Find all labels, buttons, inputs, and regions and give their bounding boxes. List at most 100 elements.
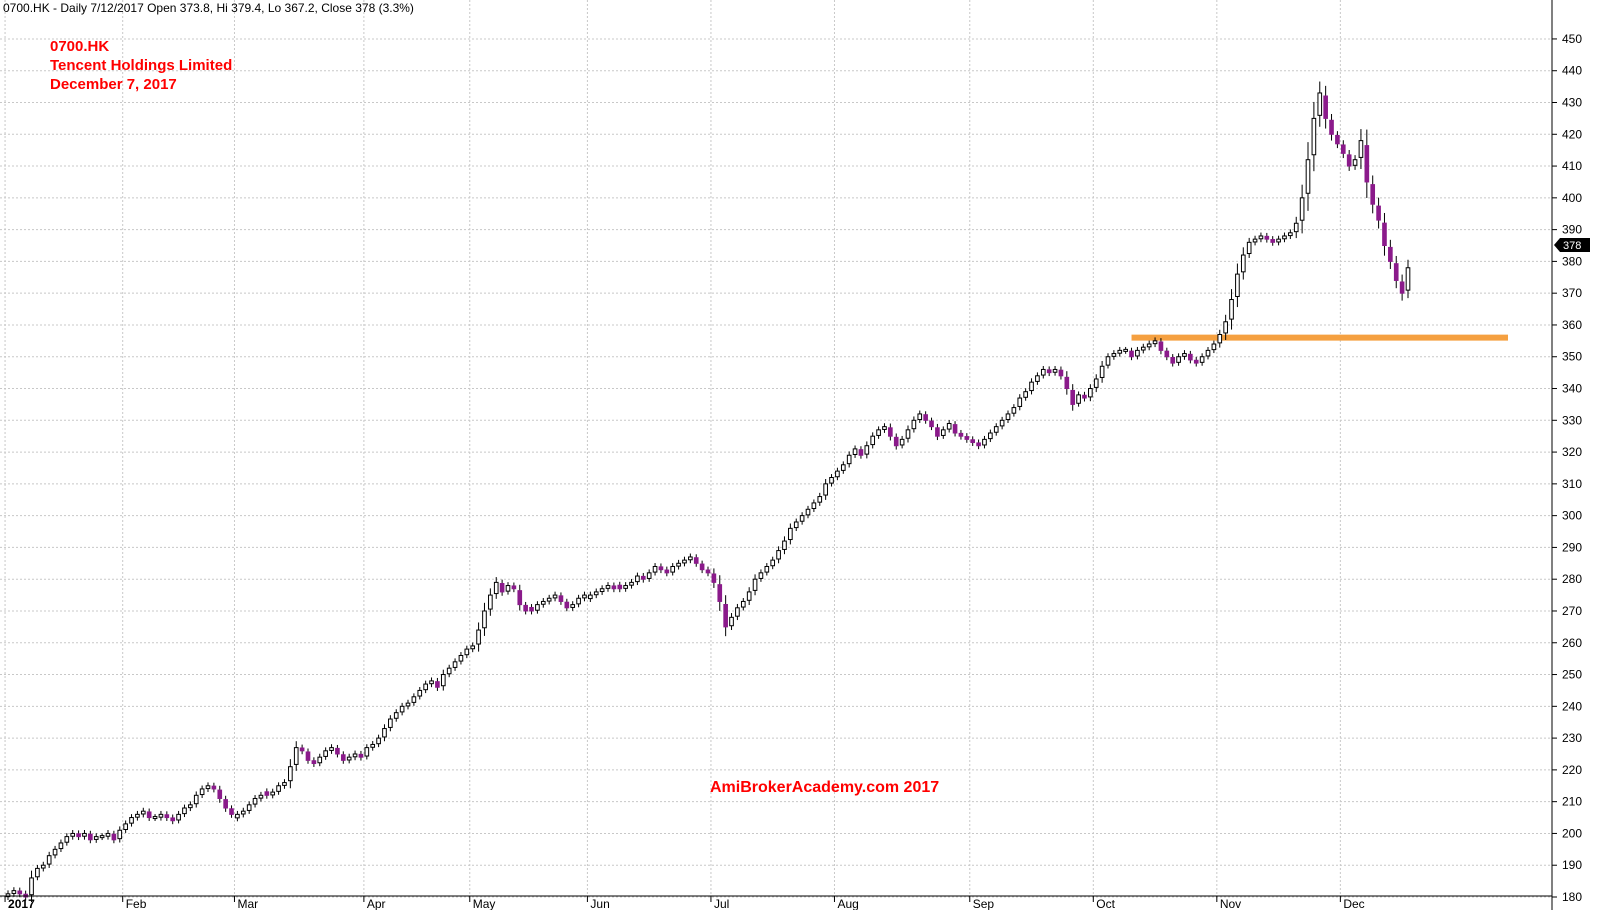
candle-body-down [888,427,893,437]
candle [976,439,981,450]
candle-body-up [476,629,481,645]
candle [93,833,99,843]
candle [1288,229,1293,240]
candle-body-up [752,578,758,591]
candle [146,808,152,821]
candle [823,478,828,500]
candle [1229,289,1234,330]
candle-body-down [893,436,899,447]
candle [1223,314,1228,340]
candle-body-up [823,483,828,496]
candle-body-up [1305,159,1311,194]
candle-body-down [1193,359,1199,364]
candle [629,578,634,589]
candle-body-up [593,591,599,596]
candle-body-up [364,747,370,757]
candle [882,423,887,433]
candle [723,595,728,637]
candle-body-up [93,836,99,840]
candle [770,556,776,570]
candle-body-down [511,585,517,590]
candle-body-up [288,766,293,782]
candle [470,642,476,653]
candle-body-down [340,754,346,761]
candle-body-up [123,823,128,830]
candle-body-up [840,464,846,471]
price-tick-label: 330 [1562,413,1582,427]
candle-body-down [1170,357,1176,364]
candle-body-down [1264,235,1270,240]
candle-body-up [676,562,681,567]
candle-body-down [1188,353,1193,361]
candle [270,788,276,799]
candle [576,594,581,608]
candle [117,826,123,843]
price-tick-label: 360 [1562,318,1582,332]
candle [505,582,511,595]
candle [488,588,493,616]
candle-body-up [29,877,34,896]
candle-body-up [82,832,87,837]
candle-body-up [788,527,793,541]
candle [1046,366,1052,377]
candle-body-up [746,591,752,601]
candle [811,499,817,512]
candle-body-down [146,811,152,819]
candle [1382,212,1387,256]
candle [758,569,764,582]
candle [35,864,40,881]
candle-body-up [1017,397,1023,407]
candle-body-up [940,429,946,436]
candle-body-down [1064,376,1070,390]
price-tick-label: 280 [1562,572,1582,586]
candle [199,785,205,798]
candle-body-up [11,890,17,894]
candle-body-up [682,559,687,564]
candle-body-down [88,833,93,841]
price-tick-label: 390 [1562,223,1582,237]
candle-body-down [164,814,170,819]
candle [1164,347,1170,361]
candle-body-down [170,817,176,822]
candle-body-up [1352,159,1358,166]
candle [158,810,164,821]
candle [211,782,217,793]
candle-body-down [658,566,664,571]
candle [570,601,576,611]
candle-body-up [905,429,911,439]
candle-body-up [1123,348,1128,352]
candle-body-up [235,813,240,819]
candle-body-up [182,807,187,815]
candle-body-up [1276,238,1281,243]
candle [899,435,905,449]
candle-body-down [699,563,705,571]
candle-body-up [1282,235,1287,240]
candle-body-up [352,753,358,758]
candle-body-up [1223,321,1228,334]
candle-body-up [246,804,252,811]
month-label: Nov [1220,897,1241,910]
candle-body-up [258,794,264,799]
candle-body-up [864,445,870,455]
price-tick-label: 270 [1562,604,1582,618]
candle [793,518,799,532]
candle [852,445,858,458]
candle [564,598,570,612]
candle [829,474,834,487]
candle-body-up [1105,356,1111,366]
candle [288,759,293,789]
candle [1058,366,1064,380]
candle [740,598,746,611]
candle-body-up [829,477,834,484]
candle-body-up [464,648,470,656]
candle [1082,391,1087,402]
candle [529,604,534,615]
month-label: Apr [367,897,386,910]
candle [440,669,446,691]
candle-body-down [717,584,723,602]
candle-body-down [223,799,228,809]
candle [1135,346,1140,360]
candle-body-up [546,597,552,602]
candle [540,598,546,608]
candle-body-up [852,448,858,455]
